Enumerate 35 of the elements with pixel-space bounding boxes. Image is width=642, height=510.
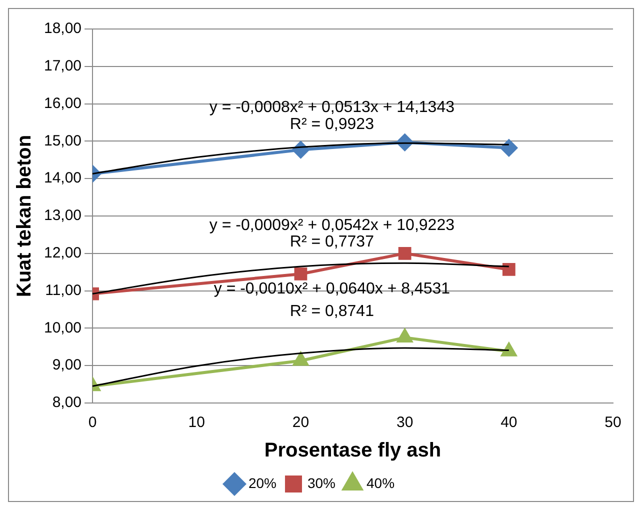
annotation: y = -0,0008x² + 0,0513x + 14,1343 xyxy=(209,98,455,116)
x-tick-label: 0 xyxy=(88,414,97,432)
point xyxy=(397,329,412,343)
annotation: R² = 0,7737 xyxy=(290,234,374,251)
y-tick-label: 10,00 xyxy=(44,319,82,336)
x-tick-label: 50 xyxy=(604,414,622,432)
y-tick-label: 12,00 xyxy=(44,244,82,262)
x-tick-label: 20 xyxy=(292,414,310,432)
point xyxy=(501,342,516,356)
y-tick-label: 13,00 xyxy=(44,207,82,224)
y-tick-label: 11,00 xyxy=(45,282,82,299)
y-tick-label: 17,00 xyxy=(44,58,82,75)
y-tick-label: 9,00 xyxy=(52,356,82,374)
point xyxy=(293,352,308,366)
y-tick-label: 14,00 xyxy=(44,170,82,187)
y-axis-title: Kuat tekan beton xyxy=(14,134,36,298)
legend-label: 20% xyxy=(248,474,276,491)
x-tick-label: 40 xyxy=(500,414,518,432)
x-tick-label: 10 xyxy=(188,414,205,432)
legend-label: 30% xyxy=(307,474,336,491)
y-tick-label: 16,00 xyxy=(44,94,82,112)
point xyxy=(398,246,412,260)
y-tick-label: 15,00 xyxy=(44,132,82,150)
y-tick-label: 18,00 xyxy=(44,20,82,38)
annotation: R² = 0,8741 xyxy=(290,302,374,320)
annotation: y = -0,0009x² + 0,0542x + 10,9223 xyxy=(209,216,455,234)
annotation: R² = 0,9923 xyxy=(290,116,374,133)
x-tick-label: 30 xyxy=(396,414,414,432)
y-tick-label: 8,00 xyxy=(52,394,82,412)
legend-label: 40% xyxy=(366,474,395,491)
point xyxy=(502,263,516,276)
point xyxy=(294,268,308,280)
annotation: y = -0,0010x² + 0,0640x + 8,4531 xyxy=(214,280,450,298)
x-axis-title: Prosentase fly ash xyxy=(264,440,442,462)
point xyxy=(500,139,518,156)
